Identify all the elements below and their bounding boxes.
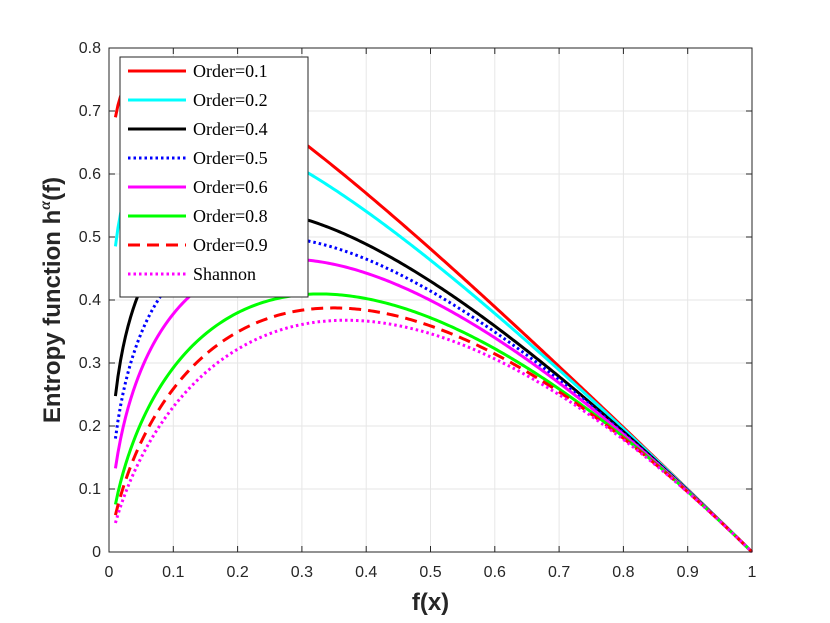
y-tick-label: 0.3 (79, 355, 101, 372)
legend-label: Order=0.9 (193, 235, 268, 255)
y-tick-label: 0.2 (79, 418, 101, 435)
y-axis-label: Entropy function h (39, 210, 66, 423)
y-tick-label: 0.8 (79, 40, 101, 57)
x-tick-label: 0.1 (162, 564, 184, 581)
series-line-order-0-9 (113, 306, 754, 554)
y-axis-label-group: Entropy function hα(f) (37, 177, 66, 423)
x-tick-label: 1 (748, 564, 757, 581)
legend-label: Order=0.8 (193, 206, 268, 226)
y-tick-label: 0.4 (79, 292, 101, 309)
x-tick-label: 0.8 (612, 564, 634, 581)
x-tick-label: 0.3 (291, 564, 313, 581)
x-tick-label: 0.5 (419, 564, 441, 581)
y-tick-label: 0.5 (79, 229, 101, 246)
legend-label: Order=0.5 (193, 148, 268, 168)
y-axis-label-superscript: α (37, 200, 54, 210)
svg-text:Entropy function hα(f): Entropy function hα(f) (37, 177, 66, 423)
y-tick-label: 0 (92, 544, 101, 561)
y-tick-label: 0.1 (79, 481, 101, 498)
legend-label: Order=0.1 (193, 61, 268, 81)
legend-label: Order=0.2 (193, 90, 268, 110)
y-tick-labels: 0 0.1 0.2 0.3 0.4 0.5 0.6 0.7 0.8 (79, 40, 101, 561)
legend-label: Order=0.4 (193, 119, 268, 139)
y-axis-label-suffix: (f) (39, 177, 66, 201)
legend: Order=0.1 Order=0.2 Order=0.4 Order=0.5 Orde… (119, 56, 309, 298)
y-tick-label: 0.7 (79, 103, 101, 120)
legend-label: Order=0.6 (193, 177, 268, 197)
x-tick-label: 0.4 (355, 564, 377, 581)
x-tick-label: 0.6 (484, 564, 506, 581)
legend-box (119, 56, 309, 298)
x-tick-labels: 0 0.1 0.2 0.3 0.4 0.5 0.6 0.7 0.8 0.9 1 (105, 564, 757, 581)
x-axis-label: f(x) (412, 589, 449, 616)
x-tick-label: 0.7 (548, 564, 570, 581)
x-tick-label: 0.2 (226, 564, 248, 581)
legend-label: Shannon (193, 264, 256, 284)
series-line-shannon (113, 318, 754, 554)
ticks (108, 47, 753, 553)
y-tick-label: 0.6 (79, 166, 101, 183)
x-tick-label: 0 (105, 564, 114, 581)
x-tick-label: 0.9 (677, 564, 699, 581)
